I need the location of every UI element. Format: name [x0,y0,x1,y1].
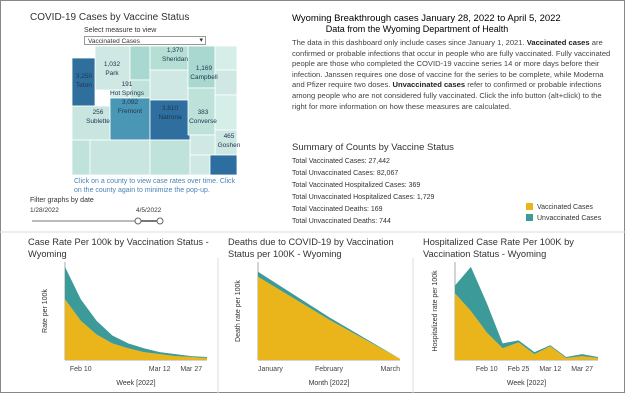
county-name: Park [105,70,119,77]
area [65,266,207,359]
filter-label: Filter graphs by date [30,197,94,204]
summary-line: Total Unvaccinated Cases: 82,067 [292,170,399,177]
county-value: 1,370 [167,47,184,54]
description: The data in this dashboard only include … [292,38,614,112]
chart-title: Case Rate Per 100k by Vaccination Status… [28,237,209,259]
county-value: 3,810 [162,105,179,112]
area [258,276,400,360]
county-name: Campbell [190,74,218,81]
x-tick-label: Feb 10 [476,366,498,373]
county[interactable] [129,45,151,81]
slider-handle[interactable] [134,217,142,225]
x-tick-label: Mar 12 [149,366,171,373]
county[interactable] [149,139,191,176]
county[interactable] [209,154,238,176]
x-tick-label: January [258,366,283,373]
county-value: 191 [122,81,133,88]
x-tick-label: Mar 12 [539,366,561,373]
county-value: 383 [198,109,209,116]
summary-line: Total Unvaccinated Hospitalized Cases: 1… [292,194,435,201]
county-name: Fremont [118,108,142,115]
summary-line: Total Unvaccinated Deaths: 744 [292,218,391,225]
county-value: 3,250 [76,73,93,80]
description-segment: Vaccinated cases [526,38,590,47]
county-name: Teton [76,82,92,89]
area [455,266,598,359]
map-title: COVID-19 Cases by Vaccine Status [30,12,190,23]
county-value: 1,032 [104,61,121,68]
county-value: 256 [93,109,104,116]
y-axis-title: Death rate per 100k [235,280,242,342]
start-date: 1/28/2022 [30,207,59,214]
slider-handle[interactable] [156,217,164,225]
county[interactable] [149,99,191,141]
x-tick-label: Mar 27 [180,366,202,373]
description-segment: Unvaccinated cases [392,80,466,90]
county-name: Converse [189,118,217,125]
x-axis-title: Month [2022] [309,380,350,387]
county[interactable] [71,139,91,176]
county-name: Sheridan [162,56,188,63]
description-segment: are confirmed or probable infections tha… [292,38,611,90]
county[interactable] [214,69,238,96]
x-tick-label: Feb 25 [508,366,530,373]
legend-swatch [526,203,533,210]
description-segment: refer to confirmed or probable infection… [292,80,602,111]
y-axis-title: Hospitalized rate per 100k [432,270,439,352]
x-tick-label: March [381,366,401,373]
measure-dropdown[interactable]: Vaccinated Cases [84,36,206,45]
map-note: Click on a county to view case rates ove… [74,178,236,194]
header-subtitle: Data from the Wyoming Department of Heal… [325,24,509,34]
county-name: Sublette [86,118,110,125]
county[interactable] [109,97,151,141]
end-date: 4/5/2022 [136,207,162,214]
county[interactable] [89,139,151,176]
summary-line: Total Vaccinated Cases: 27,442 [292,158,390,165]
wyoming-map[interactable] [71,45,238,176]
county-value: 1,169 [196,65,213,72]
summary-title: Summary of Counts by Vaccine Status [292,142,454,153]
x-tick-label: Mar 27 [571,366,593,373]
county[interactable] [149,45,189,71]
county[interactable] [187,45,216,89]
chart-title: Deaths due to COVID-19 by Vaccination St… [228,237,394,259]
county[interactable] [149,69,189,101]
legend-label: Vaccinated Cases [537,204,593,211]
area [65,299,207,360]
x-axis-title: Week [2022] [116,380,155,387]
county[interactable] [214,94,238,131]
header-title: Wyoming Breakthrough cases January 28, 2… [292,13,561,24]
x-tick-label: February [315,366,344,373]
x-axis-title: Week [2022] [507,380,546,387]
summary-line: Total Vaccinated Hospitalized Cases: 369 [292,182,421,189]
chart-title: Hospitalized Case Rate Per 100K by Vacci… [423,237,574,259]
summary-line: Total Vaccinated Deaths: 169 [292,206,383,213]
county-name: Goshen [218,142,241,149]
x-tick-label: Feb 10 [70,366,92,373]
area [455,293,598,360]
measure-prompt: Select measure to view [84,27,157,34]
county[interactable] [94,45,131,91]
county[interactable] [214,45,238,71]
y-axis-title: Rate per 100k [42,289,49,333]
description-segment: The data in this dashboard only include … [292,38,527,47]
county-name: Natrona [158,114,182,121]
county[interactable] [71,105,111,141]
county[interactable] [189,134,216,156]
county[interactable] [187,87,216,136]
legend-swatch [526,214,533,221]
county-value: 465 [224,133,235,140]
county[interactable] [189,154,211,176]
county-name: Hot Springs [110,90,145,97]
county-value: 3,092 [122,99,139,106]
legend-label: Unvaccinated Cases [537,215,602,222]
